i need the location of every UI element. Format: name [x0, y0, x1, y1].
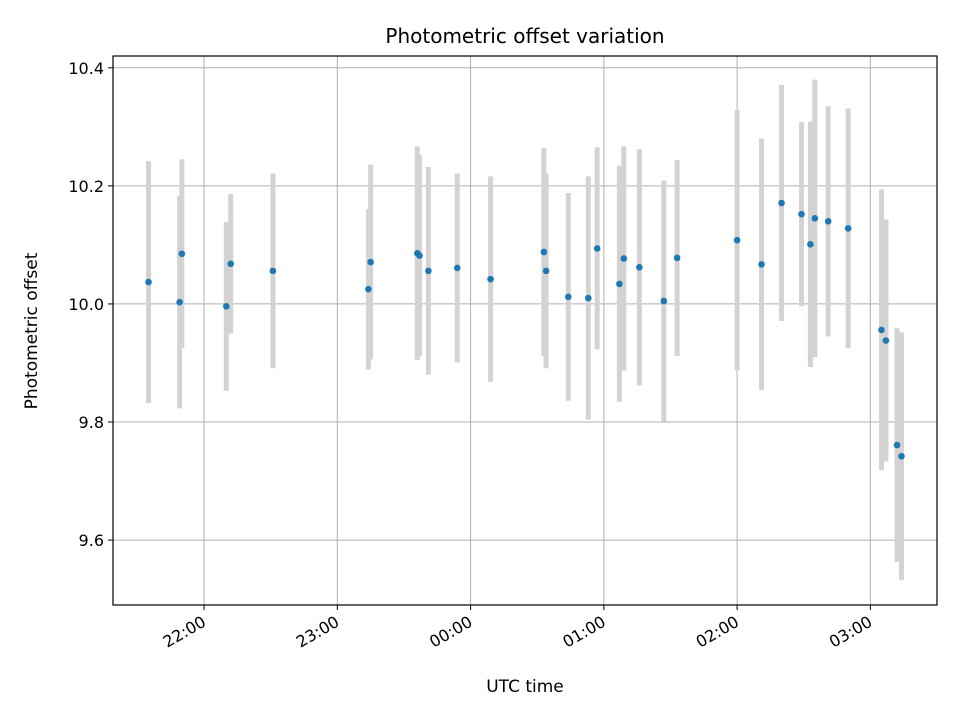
- chart-title: Photometric offset variation: [385, 24, 664, 48]
- data-point: [878, 326, 885, 334]
- data-point: [565, 293, 572, 301]
- data-point: [758, 261, 765, 268]
- data-point: [178, 250, 186, 258]
- y-tick-label: 10.0: [68, 295, 104, 314]
- data-point: [145, 278, 152, 286]
- data-point: [798, 210, 805, 218]
- data-point: [416, 252, 423, 259]
- y-tick-label: 9.6: [79, 531, 104, 550]
- data-point: [660, 297, 668, 305]
- data-point: [636, 264, 643, 271]
- data-point: [824, 217, 832, 225]
- data-point: [487, 275, 494, 283]
- y-axis-label: Photometric offset: [22, 252, 42, 409]
- data-point: [222, 302, 230, 310]
- data-point: [593, 245, 601, 252]
- data-point: [425, 267, 432, 275]
- data-point: [269, 267, 277, 275]
- data-point: [542, 267, 550, 275]
- data-point: [898, 452, 905, 460]
- data-point: [811, 215, 819, 222]
- data-point: [882, 337, 890, 344]
- data-point: [365, 285, 372, 293]
- data-point: [176, 298, 183, 306]
- y-tick-label: 10.2: [68, 177, 104, 196]
- data-points: [145, 199, 905, 460]
- data-point: [844, 225, 852, 232]
- data-point: [733, 236, 741, 244]
- data-point: [584, 294, 592, 302]
- data-point: [616, 280, 623, 288]
- plot-frame: [112, 55, 938, 606]
- data-point: [227, 260, 235, 268]
- data-point: [453, 264, 461, 272]
- data-point: [893, 441, 901, 449]
- y-axis-ticks: 9.6 9.8 10.0 10.2 10.4: [68, 59, 113, 550]
- data-point: [673, 254, 681, 262]
- data-point: [540, 248, 548, 256]
- x-axis-label: UTC time: [486, 677, 564, 697]
- data-point: [778, 199, 785, 207]
- y-tick-label: 9.8: [79, 413, 104, 432]
- data-point: [807, 241, 814, 248]
- data-point: [367, 258, 374, 266]
- data-point: [620, 255, 628, 262]
- y-tick-label: 10.4: [68, 59, 104, 78]
